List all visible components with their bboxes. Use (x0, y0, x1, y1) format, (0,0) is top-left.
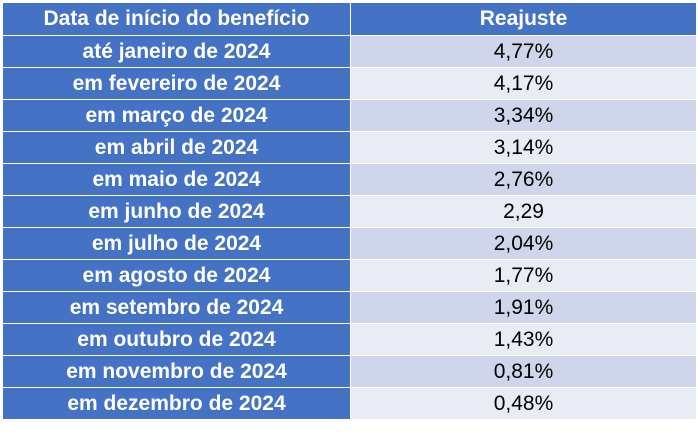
row-value: 3,14% (350, 131, 697, 164)
row-value: 4,17% (350, 67, 697, 100)
row-value: 3,34% (350, 99, 697, 132)
table-row: até janeiro de 2024 4,77% (2, 35, 697, 68)
row-value: 2,76% (350, 163, 697, 196)
table-row: em novembro de 2024 0,81% (2, 355, 697, 388)
table-row: em agosto de 2024 1,77% (2, 259, 697, 292)
table-body: até janeiro de 2024 4,77% em fevereiro d… (2, 35, 697, 420)
row-date: em novembro de 2024 (2, 355, 351, 388)
row-date: em setembro de 2024 (2, 291, 351, 324)
table-row: em julho de 2024 2,04% (2, 227, 697, 260)
table-row: em abril de 2024 3,14% (2, 131, 697, 164)
table-row: em outubro de 2024 1,43% (2, 323, 697, 356)
table-row: em fevereiro de 2024 4,17% (2, 67, 697, 100)
row-value: 4,77% (350, 35, 697, 68)
row-value: 0,81% (350, 355, 697, 388)
table-row: em setembro de 2024 1,91% (2, 291, 697, 324)
row-date: em julho de 2024 (2, 227, 351, 260)
table-row: em março de 2024 3,34% (2, 99, 697, 132)
row-value: 2,29 (350, 195, 697, 228)
row-date: em junho de 2024 (2, 195, 351, 228)
row-date: em agosto de 2024 (2, 259, 351, 292)
reajuste-table: Data de início do benefício Reajuste até… (2, 2, 697, 420)
row-value: 1,91% (350, 291, 697, 324)
table-header: Data de início do benefício Reajuste (2, 2, 697, 36)
row-value: 0,48% (350, 387, 697, 420)
row-date: em abril de 2024 (2, 131, 351, 164)
row-date: em outubro de 2024 (2, 323, 351, 356)
row-value: 2,04% (350, 227, 697, 260)
header-data-inicio: Data de início do benefício (2, 2, 351, 36)
reajuste-table-container: Data de início do benefício Reajuste até… (2, 2, 697, 420)
header-reajuste: Reajuste (350, 2, 697, 36)
row-date: em maio de 2024 (2, 163, 351, 196)
table-row: em dezembro de 2024 0,48% (2, 387, 697, 420)
table-row: em junho de 2024 2,29 (2, 195, 697, 228)
header-row: Data de início do benefício Reajuste (2, 2, 697, 36)
row-date: em dezembro de 2024 (2, 387, 351, 420)
row-date: em março de 2024 (2, 99, 351, 132)
row-value: 1,77% (350, 259, 697, 292)
row-date: até janeiro de 2024 (2, 35, 351, 68)
row-value: 1,43% (350, 323, 697, 356)
row-date: em fevereiro de 2024 (2, 67, 351, 100)
table-row: em maio de 2024 2,76% (2, 163, 697, 196)
